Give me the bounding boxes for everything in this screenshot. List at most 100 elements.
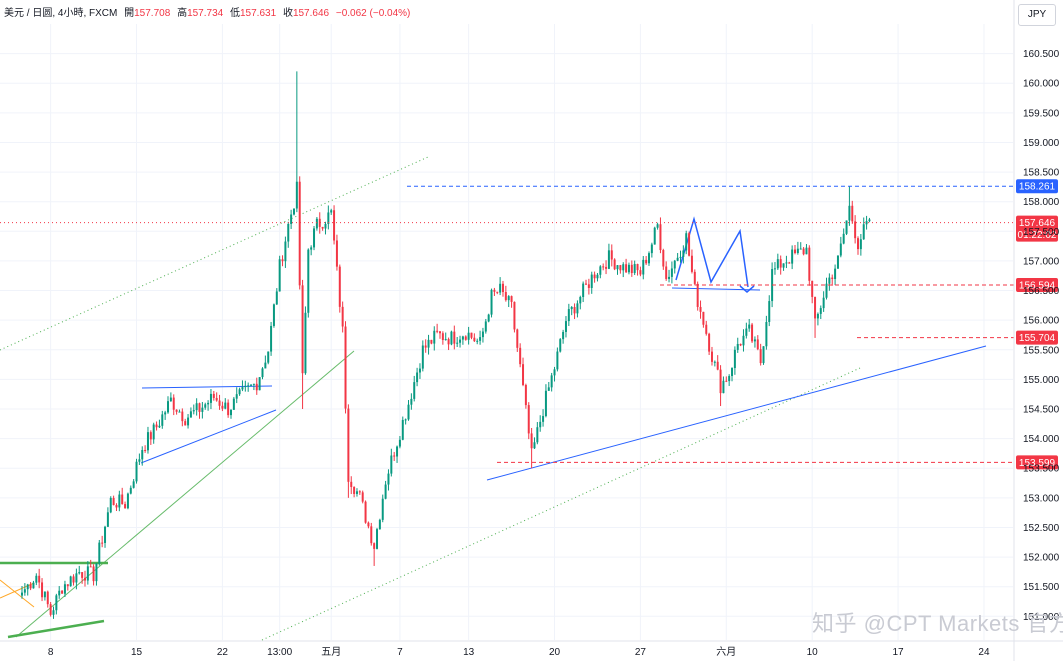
x-tick-label: 27 <box>635 647 647 658</box>
x-tick-label: 13:00 <box>267 647 292 658</box>
candle-body <box>401 419 404 440</box>
currency-button[interactable]: JPY <box>1018 4 1056 26</box>
candle-body <box>659 224 662 251</box>
x-tick-label: 24 <box>978 647 990 658</box>
candle-body <box>347 408 350 482</box>
candle-body <box>373 543 376 549</box>
candle-body <box>582 283 585 298</box>
candle-body <box>805 247 808 255</box>
candle-body <box>836 255 839 269</box>
y-tick-label: 152.500 <box>1023 523 1060 534</box>
candle-body <box>665 266 668 279</box>
y-tick-label: 151.500 <box>1023 582 1060 593</box>
candle-body <box>645 259 648 264</box>
candle-body <box>118 494 121 508</box>
symbol-title[interactable]: 美元 / 日圆, 4小時, FXCM <box>4 8 118 19</box>
candle-body <box>430 339 433 344</box>
candle-body <box>504 292 507 301</box>
y-tick-label: 155.000 <box>1023 375 1060 386</box>
candle-body <box>284 241 287 262</box>
price-label: 155.704 <box>1019 333 1056 344</box>
candle-body <box>556 351 559 370</box>
candle-body <box>619 265 622 271</box>
candle-body <box>547 387 550 391</box>
candle-body <box>811 280 814 297</box>
candle-body <box>530 433 533 449</box>
trend-line <box>140 409 277 464</box>
candle-body <box>456 342 459 344</box>
candle-body <box>172 397 175 410</box>
candle-body <box>161 414 164 426</box>
candle-body <box>146 432 149 451</box>
x-tick-label: 15 <box>131 647 143 658</box>
candle-body <box>559 339 562 352</box>
candle-body <box>627 264 630 273</box>
arrow-down-icon <box>739 285 755 293</box>
candle-body <box>109 497 112 513</box>
y-tick-label: 154.000 <box>1023 434 1060 445</box>
candle-body <box>733 349 736 369</box>
candle-body <box>751 324 754 342</box>
candle-body <box>124 504 127 509</box>
candle-body <box>496 291 499 293</box>
candle-body <box>218 400 221 406</box>
candle-body <box>593 274 596 279</box>
candle-body <box>272 304 275 326</box>
candle-body <box>590 274 593 288</box>
candle-body <box>43 591 46 598</box>
candle-body <box>129 487 132 494</box>
candle-body <box>799 248 802 250</box>
candle-body <box>831 277 834 280</box>
candle-body <box>215 397 218 401</box>
candle-body <box>418 368 421 373</box>
candle-body <box>854 221 857 239</box>
candle-body <box>722 380 725 394</box>
candle-body <box>381 498 384 520</box>
candle-body <box>587 284 590 288</box>
price-label-bg <box>1016 330 1058 345</box>
candle-body <box>321 226 324 229</box>
candle-body <box>636 264 639 271</box>
price-label-bg <box>1016 455 1058 470</box>
candle-body <box>229 409 232 416</box>
x-axis[interactable]: 8 15 22 13:00 五月 7 13 20 27 六月 10 17 24 <box>0 640 1063 658</box>
candle-body <box>181 411 184 422</box>
countdown-label: 01:22:02 <box>1018 230 1057 241</box>
price-label-bg <box>1016 277 1058 292</box>
candle-body <box>753 339 756 342</box>
candle-body <box>95 563 98 582</box>
candle-body <box>865 221 868 225</box>
y-axis[interactable]: 160.500 160.000 159.500 159.000 158.500 158.0… <box>1013 0 1060 661</box>
candle-body <box>625 264 628 273</box>
candle-body <box>585 283 588 285</box>
candle-body <box>112 497 115 506</box>
candle-body <box>292 208 295 215</box>
candle-body <box>476 340 479 342</box>
candle-body <box>650 244 653 254</box>
candle-body <box>461 336 464 340</box>
candle-body <box>670 268 673 277</box>
candle-body <box>713 361 716 363</box>
close-value: 157.646 <box>292 8 330 19</box>
candle-body <box>459 339 462 343</box>
candle-body <box>501 283 504 293</box>
candle-body <box>270 325 273 352</box>
x-tick-label: 7 <box>397 647 403 658</box>
candle-body <box>693 271 696 284</box>
candle-body <box>453 331 456 344</box>
candle-body <box>184 421 187 426</box>
candle-body <box>845 220 848 234</box>
candle-body <box>499 283 502 293</box>
trend-line <box>0 156 429 351</box>
y-tick-label: 159.500 <box>1023 108 1060 119</box>
candle-body <box>785 262 788 264</box>
candle-body <box>794 249 797 254</box>
candle-body <box>702 311 705 325</box>
candle-body <box>275 291 278 305</box>
candle-body <box>355 491 358 494</box>
x-tick-label: 13 <box>463 647 475 658</box>
candle-body <box>490 289 493 315</box>
candle-body <box>816 313 819 319</box>
candle-body <box>421 345 424 369</box>
